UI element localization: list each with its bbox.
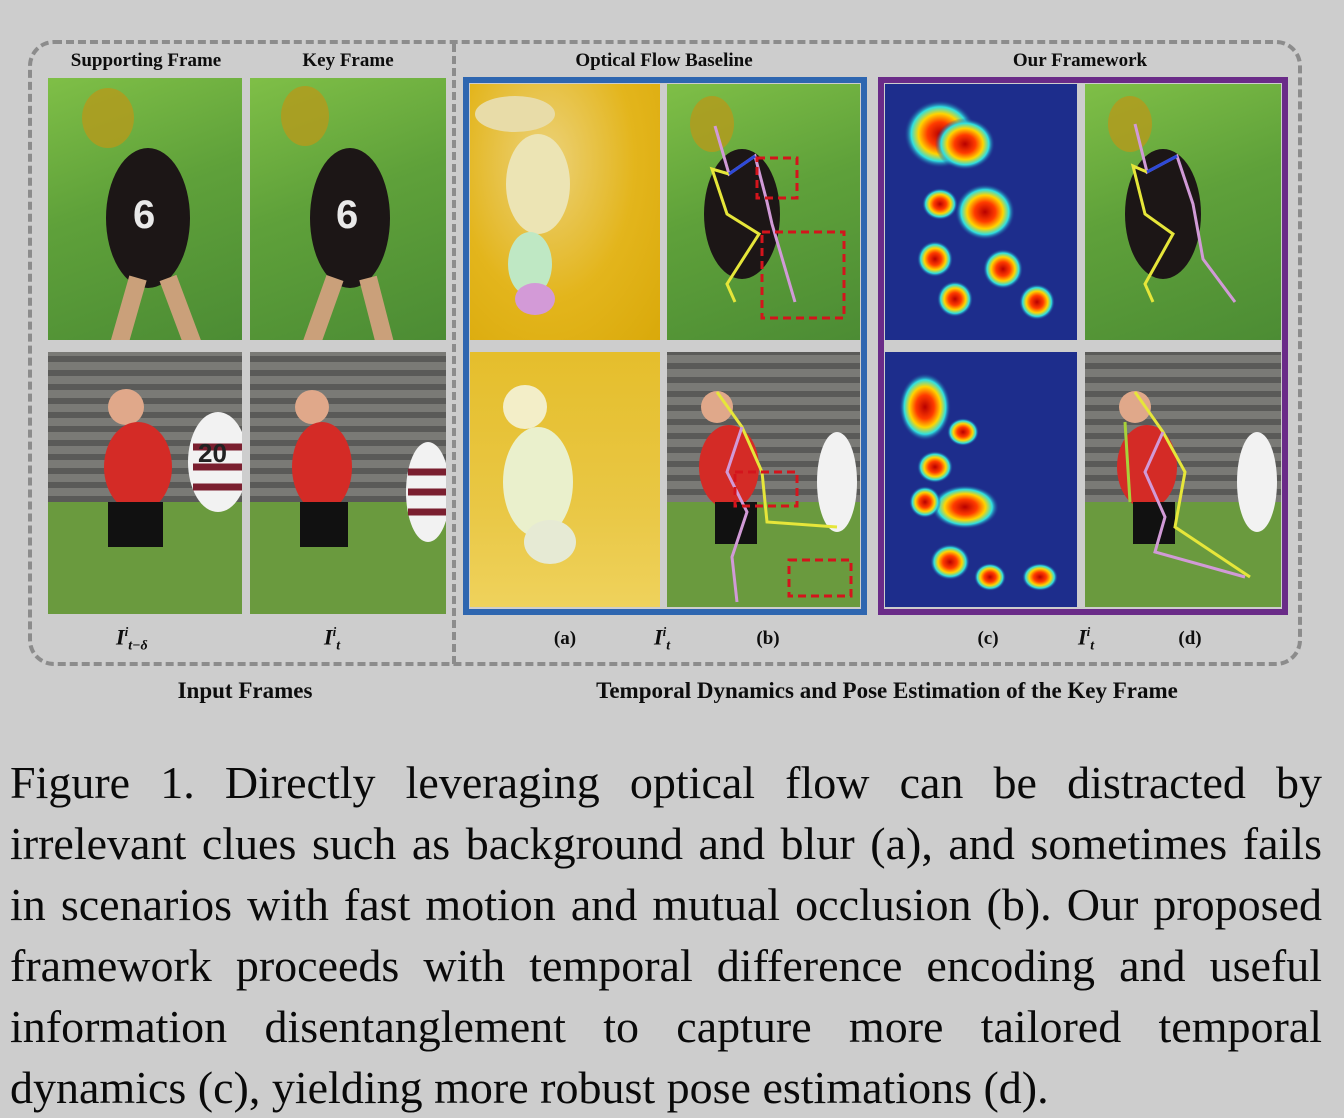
- label-key-frame-math-flow: Iit: [654, 624, 671, 654]
- header-key-frame: Key Frame: [302, 50, 394, 71]
- header-supporting-frame: Supporting Frame: [70, 50, 222, 71]
- runner-figure: 6: [281, 86, 394, 340]
- figure-caption: Figure 1. Directly leveraging optical fl…: [10, 757, 1322, 1113]
- label-b: (b): [756, 628, 780, 649]
- optical-flow-box: [463, 77, 867, 615]
- header-optical-flow-baseline: Optical Flow Baseline: [575, 50, 753, 71]
- label-c: (c): [977, 628, 999, 649]
- label-supporting-frame-math: Iit−δ: [116, 624, 148, 654]
- our-framework-box: [878, 77, 1288, 615]
- svg-text:20: 20: [198, 438, 227, 468]
- flow-silhouette: [503, 385, 576, 564]
- pose-overlay: [690, 96, 846, 320]
- temporal-dynamics-heatmap-bottom: [885, 352, 1077, 607]
- label-a: (a): [553, 628, 577, 649]
- runner-figure: [250, 390, 446, 614]
- svg-text:6: 6: [336, 193, 358, 237]
- optical-flow-pose-top: [667, 84, 860, 340]
- temporal-dynamics-heatmap-top: [885, 84, 1077, 340]
- dashed-divider: [452, 44, 456, 664]
- svg-text:6: 6: [133, 193, 155, 237]
- figure-1: Supporting Frame Key Frame Optical Flow …: [28, 40, 1302, 703]
- key-frame-image-bottom: [250, 352, 446, 614]
- pose-estimation-top: [1085, 84, 1281, 340]
- pose-estimation-bottom: [1085, 352, 1281, 607]
- supporting-frame-image-top: 6: [48, 78, 242, 340]
- heatmap-blobs: [899, 373, 1058, 591]
- runner-figure: 6: [82, 88, 201, 340]
- optical-flow-map-bottom: [470, 352, 660, 607]
- runner-figure: 20: [48, 389, 242, 614]
- heatmap-blobs: [904, 100, 1055, 320]
- group-label-temporal-dynamics: Temporal Dynamics and Pose Estimation of…: [596, 678, 1178, 703]
- label-d: (d): [1178, 628, 1202, 649]
- key-frame-image-top: 6: [250, 78, 446, 340]
- dashed-outline: [28, 40, 1302, 666]
- pose-overlay: [667, 391, 860, 607]
- optical-flow-pose-bottom: [667, 352, 860, 607]
- pose-overlay: [1108, 96, 1237, 303]
- header-our-framework: Our Framework: [1012, 50, 1148, 71]
- group-label-input-frames: Input Frames: [177, 678, 313, 703]
- pose-overlay: [1085, 391, 1281, 607]
- flow-silhouette: [475, 96, 570, 315]
- label-key-frame-math-ours: Iit: [1078, 624, 1095, 654]
- optical-flow-map-top: [470, 84, 660, 340]
- supporting-frame-image-bottom: 20: [48, 352, 242, 614]
- label-key-frame-math: Iit: [324, 624, 341, 654]
